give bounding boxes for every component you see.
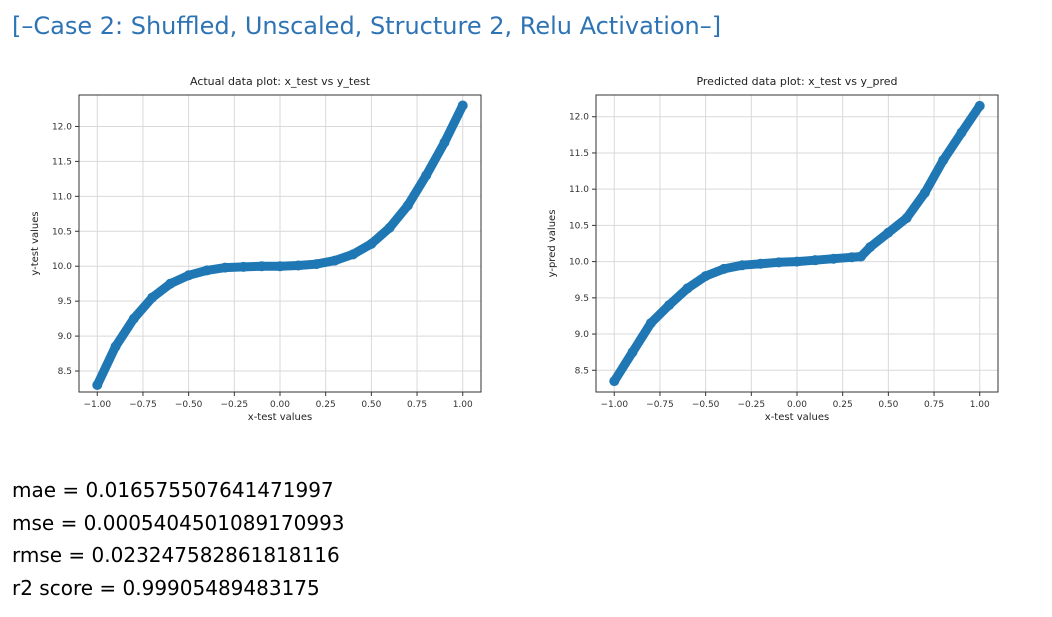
mae-metric: mae = 0.016575507641471997 (12, 478, 334, 502)
predicted-data-point (682, 283, 693, 294)
mse-metric: mse = 0.0005404501089170993 (12, 510, 345, 535)
actual-data-chart: Actual data plot: x_test vs y_test −1.00 −… (26, 70, 496, 430)
actual-x-tick-label: −0.50 (175, 400, 203, 410)
actual-data-plot-svg: Actual data plot: x_test vs y_test −1.00 −… (30, 75, 482, 423)
predicted-data-point (865, 242, 876, 253)
actual-data-point (238, 261, 249, 272)
predicted-data-point (901, 213, 912, 224)
actual-y-tick-label: 10.0 (52, 262, 72, 272)
predicted-x-tick-label: 0.75 (924, 400, 944, 410)
actual-y-tick-label: 9.0 (58, 332, 73, 342)
actual-x-tick-label: −0.25 (221, 400, 249, 410)
actual-data-point (147, 292, 158, 303)
predicted-data-point (737, 260, 748, 271)
predicted-y-tick-label: 8.5 (575, 366, 589, 376)
predicted-data-point (773, 257, 784, 268)
predicted-y-tick-label: 10.5 (569, 221, 589, 231)
actual-data-point (128, 313, 139, 324)
predicted-y-tick-label: 9.5 (575, 294, 589, 304)
actual-y-tick-label: 12.0 (52, 122, 72, 132)
predicted-x-tick-label: 1.00 (970, 400, 990, 410)
predicted-y-tick-label: 11.0 (569, 185, 589, 195)
actual-y-tick-label: 9.5 (58, 297, 72, 307)
predicted-data-point (828, 253, 839, 264)
predicted-data-point (792, 256, 802, 267)
predicted-data-point (609, 376, 620, 387)
predicted-scatter-series (609, 100, 985, 387)
predicted-x-tick-label: 0.00 (787, 400, 807, 410)
actual-y-tick-label: 11.0 (52, 192, 72, 202)
actual-y-tick-label: 10.5 (52, 227, 72, 237)
predicted-x-tick-label: −1.00 (600, 400, 628, 410)
predicted-data-point (846, 252, 857, 263)
actual-data-point (92, 380, 103, 391)
actual-data-point (220, 262, 231, 273)
predicted-y-tick-label: 9.0 (575, 330, 590, 340)
actual-data-point (183, 270, 194, 281)
actual-data-point (348, 249, 359, 260)
predicted-data-chart: Predicted data plot: x_test vs y_pred −1.… (543, 70, 1013, 430)
actual-y-axis-label: y-test values (30, 211, 41, 275)
predicted-data-point (855, 251, 866, 262)
actual-data-point (384, 222, 395, 233)
actual-data-point (402, 200, 413, 211)
actual-x-tick-label: 0.00 (270, 400, 290, 410)
predicted-data-point (883, 227, 894, 238)
actual-y-tick-label: 8.5 (58, 367, 72, 377)
predicted-data-point (645, 318, 656, 329)
actual-x-tick-label: 1.00 (453, 400, 473, 410)
actual-data-point (165, 278, 176, 289)
predicted-data-plot-svg: Predicted data plot: x_test vs y_pred −1.… (547, 75, 999, 423)
actual-x-axis-label: x-test values (248, 412, 312, 423)
predicted-y-axis-label: y-pred values (547, 210, 558, 278)
predicted-y-tick-label: 10.0 (569, 258, 589, 268)
actual-y-tick-label: 11.5 (52, 157, 72, 167)
predicted-scatter-trail (609, 101, 985, 386)
predicted-data-point (664, 300, 675, 311)
predicted-data-point (956, 127, 967, 138)
predicted-data-point (810, 255, 821, 266)
predicted-y-tick-label: 12.0 (569, 113, 589, 123)
predicted-data-point (700, 271, 711, 282)
actual-data-point (256, 261, 267, 272)
actual-x-tick-label: 0.75 (407, 400, 427, 410)
actual-data-point (311, 259, 322, 270)
predicted-x-tick-label: 0.25 (833, 400, 853, 410)
actual-x-tick-label: −0.75 (129, 400, 157, 410)
actual-x-tick-label: 0.25 (316, 400, 336, 410)
actual-data-point (366, 238, 377, 249)
actual-data-point (110, 341, 121, 352)
actual-data-point (439, 137, 450, 148)
r2-score-metric: r2 score = 0.99905489483175 (12, 575, 320, 600)
rmse-metric: rmse = 0.023247582861818116 (12, 543, 340, 567)
predicted-x-tick-label: −0.50 (692, 400, 720, 410)
predicted-chart-title: Predicted data plot: x_test vs y_pred (696, 75, 897, 88)
predicted-data-point (938, 155, 949, 166)
actual-data-point (201, 265, 212, 276)
actual-data-point (329, 255, 340, 266)
actual-chart-title: Actual data plot: x_test vs y_test (190, 75, 371, 88)
predicted-data-point (919, 187, 930, 198)
actual-x-tick-label: 0.50 (361, 400, 381, 410)
predicted-data-point (718, 263, 729, 274)
actual-x-tick-label: −1.00 (83, 400, 111, 410)
predicted-x-tick-label: 0.50 (878, 400, 898, 410)
predicted-data-point (755, 258, 766, 269)
predicted-x-axis-label: x-test values (765, 412, 829, 423)
actual-data-point (457, 100, 468, 111)
predicted-y-tick-label: 11.5 (569, 149, 589, 159)
predicted-data-point (974, 100, 985, 111)
metrics-block: mae = 0.016575507641471997 mse = 0.00054… (12, 474, 345, 604)
actual-data-point (421, 170, 432, 181)
actual-scatter-series (92, 100, 468, 391)
actual-data-point (293, 260, 304, 271)
predicted-data-point (627, 347, 638, 358)
predicted-x-tick-label: −0.25 (738, 400, 766, 410)
section-heading: [–Case 2: Shuffled, Unscaled, Structure … (12, 12, 722, 40)
actual-data-point (275, 261, 285, 272)
predicted-x-tick-label: −0.75 (646, 400, 674, 410)
